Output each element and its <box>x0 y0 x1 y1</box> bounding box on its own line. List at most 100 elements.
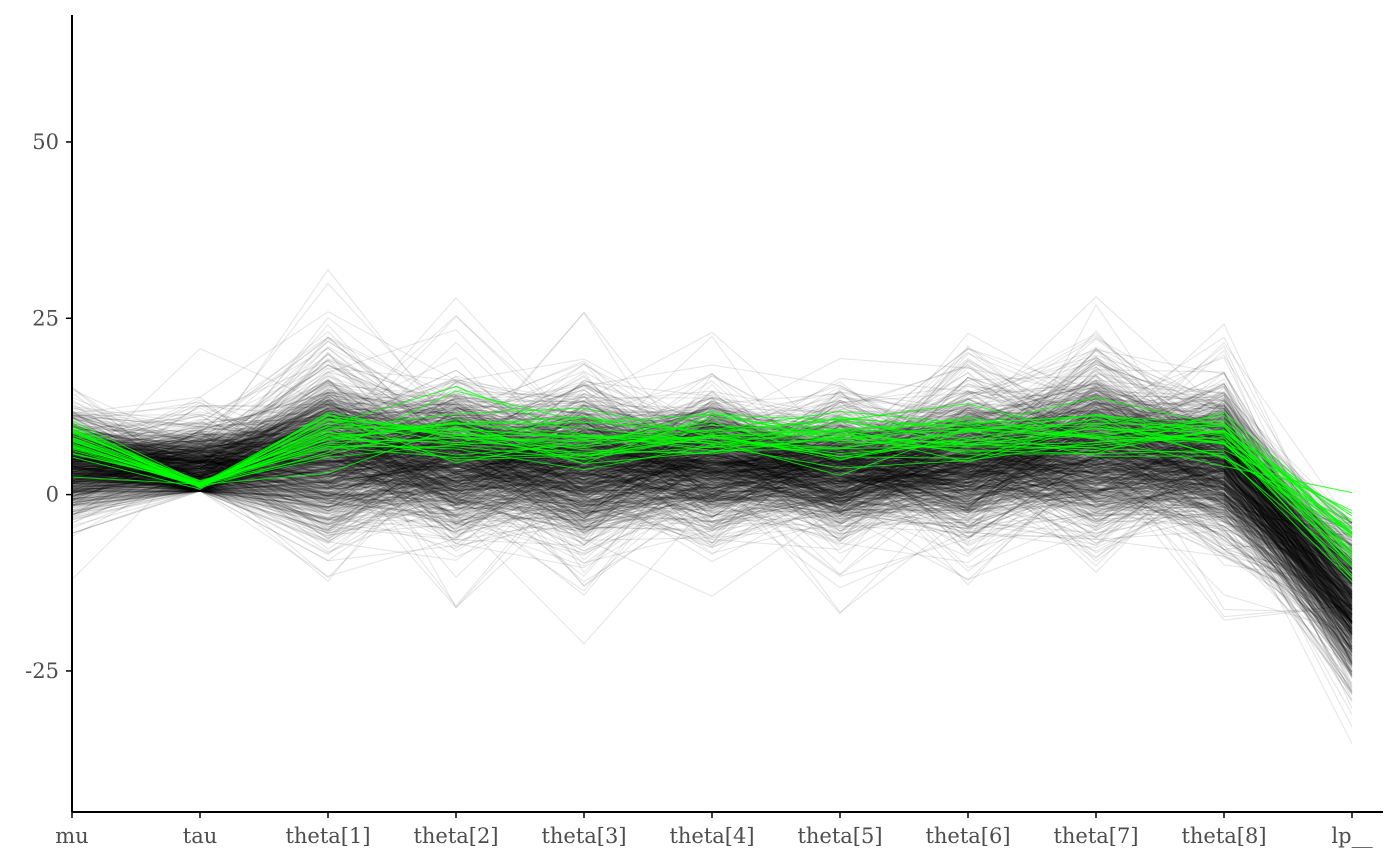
draw-line-807 <box>71 414 1353 597</box>
draw-line-206 <box>71 373 1353 598</box>
draw-line-400 <box>71 445 1353 631</box>
draw-line-799 <box>71 363 1353 568</box>
draw-line-701 <box>71 431 1353 619</box>
draw-line-305 <box>71 424 1353 644</box>
draw-line-608 <box>71 449 1353 598</box>
draw-line-598 <box>71 413 1353 577</box>
draw-line-514 <box>71 436 1353 617</box>
draw-line-62 <box>71 392 1353 585</box>
draw-line-614 <box>71 384 1353 634</box>
draw-line-703 <box>71 349 1353 646</box>
draw-line-397 <box>71 372 1353 614</box>
draw-line-853 <box>71 462 1353 657</box>
draw-line-613 <box>71 394 1353 657</box>
draw-line-873 <box>71 422 1353 660</box>
draw-line-960 <box>71 366 1353 648</box>
y-tick-label: 50 <box>32 130 59 154</box>
draw-line-583 <box>71 456 1353 619</box>
draw-line-258 <box>71 429 1353 611</box>
draw-line-707 <box>71 411 1353 666</box>
draw-line-831 <box>71 443 1353 694</box>
draw-line-322 <box>71 351 1353 702</box>
divergent-lines-layer <box>71 386 1353 582</box>
draw-line-382 <box>71 374 1353 599</box>
draw-line-600 <box>71 425 1353 603</box>
draw-line-917 <box>71 353 1353 636</box>
draw-line-396 <box>71 454 1353 639</box>
draw-line-503 <box>71 351 1353 642</box>
draw-line-12 <box>71 380 1353 613</box>
divergent-line-19 <box>71 429 1353 549</box>
draw-line-291 <box>71 406 1353 582</box>
draw-line-221 <box>71 370 1353 581</box>
draw-line-202 <box>71 431 1353 643</box>
draw-line-32 <box>71 474 1353 630</box>
draw-line-458 <box>71 399 1353 613</box>
draw-line-390 <box>71 466 1353 662</box>
draw-line-515 <box>71 427 1353 645</box>
draw-line-161 <box>71 465 1353 598</box>
draw-line-256 <box>71 423 1353 599</box>
draw-line-120 <box>71 380 1353 623</box>
draw-line-348 <box>71 409 1353 570</box>
draw-line-399 <box>71 452 1353 670</box>
draw-line-189 <box>71 389 1353 629</box>
draw-line-769 <box>71 404 1353 648</box>
draw-line-289 <box>71 412 1353 575</box>
draw-line-89 <box>71 394 1353 573</box>
draw-line-887 <box>71 422 1353 619</box>
draw-line-577 <box>71 407 1353 582</box>
draw-line-145 <box>71 355 1353 635</box>
draw-line-435 <box>71 443 1353 529</box>
draw-line-28 <box>71 395 1353 536</box>
draw-line-946 <box>71 395 1353 608</box>
draw-line-882 <box>71 411 1353 553</box>
draw-line-97 <box>71 411 1353 568</box>
draw-line-334 <box>71 400 1353 597</box>
draw-line-73 <box>71 389 1353 547</box>
draw-line-227 <box>71 416 1353 614</box>
draw-line-861 <box>71 398 1353 590</box>
draw-line-961 <box>71 441 1353 633</box>
draw-line-69 <box>71 405 1353 563</box>
draw-line-963 <box>71 385 1353 580</box>
divergent-line-20 <box>71 403 1353 562</box>
draw-line-523 <box>71 409 1353 623</box>
draw-line-490 <box>71 444 1353 634</box>
draw-line-98 <box>71 348 1353 535</box>
draw-line-232 <box>71 436 1353 635</box>
draw-line-570 <box>71 445 1353 622</box>
draw-line-683 <box>71 440 1353 610</box>
draw-line-350 <box>71 380 1353 629</box>
draw-line-465 <box>71 453 1353 615</box>
draw-line-708 <box>71 390 1353 619</box>
draw-line-412 <box>71 381 1353 573</box>
draw-line-712 <box>71 424 1353 647</box>
x-tick-label: theta[2] <box>413 824 498 848</box>
draw-line-941 <box>71 404 1353 622</box>
draw-line-486 <box>71 430 1353 613</box>
draw-line-845 <box>71 396 1353 574</box>
draw-line-147 <box>71 399 1353 673</box>
draw-line-904 <box>71 381 1353 586</box>
draw-line-270 <box>71 403 1353 569</box>
draw-line-596 <box>71 397 1353 613</box>
draw-line-932 <box>71 437 1353 607</box>
draw-line-890 <box>71 397 1353 575</box>
draw-line-852 <box>71 400 1353 599</box>
x-tick-label: theta[3] <box>541 824 626 848</box>
draw-line-99 <box>71 420 1353 583</box>
draw-line-403 <box>71 431 1353 607</box>
draw-line-698 <box>71 434 1353 641</box>
draw-line-433 <box>71 418 1353 570</box>
draw-line-426 <box>71 399 1353 654</box>
draw-line-653 <box>71 416 1353 646</box>
draw-line-336 <box>71 410 1353 551</box>
draw-line-27 <box>71 347 1353 635</box>
draw-line-888 <box>71 403 1353 625</box>
draw-line-584 <box>71 452 1353 685</box>
draw-line-276 <box>71 424 1353 574</box>
draw-line-557 <box>71 396 1353 583</box>
draw-line-318 <box>71 432 1353 593</box>
draw-line-541 <box>71 391 1353 602</box>
